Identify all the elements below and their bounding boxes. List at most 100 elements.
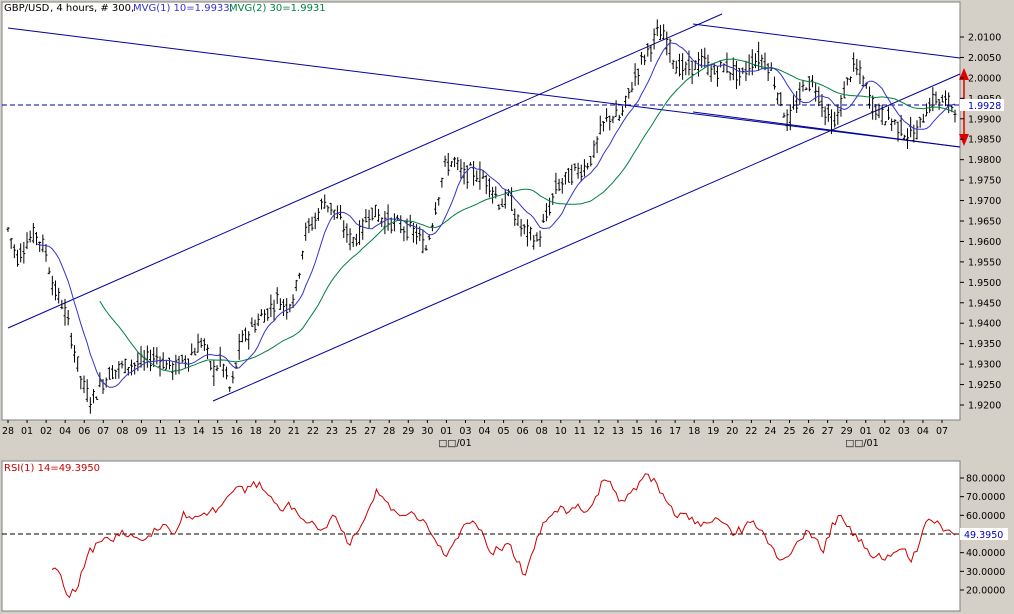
- price-axis: 2.01002.00502.00001.99501.99001.98501.98…: [960, 33, 1001, 412]
- ohlc-bar: [928, 97, 932, 113]
- x-tick-label: 30: [421, 426, 433, 437]
- ohlc-bar: [35, 232, 39, 246]
- x-tick-label: 01: [860, 426, 872, 437]
- ohlc-bar: [541, 213, 545, 223]
- ohlc-bar: [326, 205, 330, 213]
- ohlc-bar: [370, 207, 374, 221]
- ohlc-bar: [196, 333, 200, 353]
- x-tick-label: 15: [631, 426, 643, 437]
- ohlc-bar: [291, 294, 295, 309]
- ohlc-bar: [902, 134, 906, 141]
- x-tick-label: 18: [688, 426, 700, 437]
- ohlc-bar: [377, 208, 381, 222]
- ohlc-bar: [795, 91, 799, 113]
- ohlc-bar: [472, 161, 476, 186]
- ohlc-bar: [630, 82, 634, 93]
- ohlc-bar: [592, 140, 596, 158]
- ohlc-bar: [434, 202, 438, 215]
- ohlc-bar: [437, 197, 441, 206]
- ohlc-bar: [364, 209, 368, 223]
- price-tick-label: 2.0100: [968, 33, 1001, 44]
- ohlc-bar: [164, 360, 168, 370]
- ohlc-bar: [215, 365, 219, 372]
- ohlc-bar: [595, 136, 599, 154]
- price-tick-label: 2.0050: [968, 53, 1001, 64]
- x-tick-label: 28: [2, 426, 14, 437]
- ohlc-bar: [516, 214, 520, 226]
- price-tick-label: 1.9300: [968, 360, 1001, 371]
- ohlc-bar: [576, 162, 580, 179]
- ohlc-bar: [620, 105, 624, 116]
- legend-symbol: GBP/USD: [4, 3, 50, 14]
- ohlc-bar: [313, 212, 317, 230]
- ohlc-bar: [586, 162, 590, 170]
- ohlc-bar: [491, 186, 495, 204]
- ohlc-bar: [12, 244, 16, 259]
- ohlc-bar: [41, 234, 45, 253]
- ohlc-bar: [611, 115, 615, 124]
- ohlc-bar: [88, 397, 92, 414]
- ohlc-bar: [798, 82, 802, 106]
- ohlc-bar: [193, 347, 197, 356]
- x-tick-label: 08: [116, 426, 128, 437]
- price-tick-label: 1.9500: [968, 278, 1001, 289]
- price-tick-label: 1.9850: [968, 135, 1001, 146]
- ohlc-bar: [820, 94, 824, 118]
- ohlc-bar: [560, 177, 564, 194]
- ohlc-bar: [462, 161, 466, 185]
- x-tick-label: 13: [174, 426, 186, 437]
- ohlc-bar: [801, 80, 805, 92]
- x-tick-label: 06: [517, 426, 529, 437]
- ohlc-bar: [551, 193, 555, 205]
- ohlc-bar: [225, 366, 229, 380]
- ohlc-bar: [259, 309, 263, 317]
- x-tick-label: 27: [364, 426, 376, 437]
- x-tick-label: 07: [936, 426, 948, 437]
- ohlc-bar: [639, 51, 643, 65]
- ohlc-bar: [937, 99, 941, 110]
- ohlc-bar: [57, 287, 61, 304]
- ohlc-bar: [728, 71, 732, 81]
- x-tick-label: 04: [478, 426, 490, 437]
- ohlc-bar: [399, 215, 403, 234]
- ohlc-bar: [943, 90, 947, 107]
- ohlc-bar: [652, 28, 656, 50]
- ohlc-bar: [424, 245, 428, 251]
- ohlc-bar: [940, 94, 944, 103]
- ohlc-bar: [456, 157, 460, 171]
- ohlc-bar: [601, 121, 605, 132]
- price-tick-label: 1.9900: [968, 114, 1001, 125]
- ohlc-bar: [487, 178, 491, 198]
- ohlc-bar: [231, 371, 235, 384]
- ohlc-bar: [617, 114, 621, 122]
- current-price-label: 1.9928: [960, 99, 1004, 112]
- ohlc-bar: [459, 159, 463, 179]
- ohlc-bar: [877, 103, 881, 119]
- x-tick-label: 05: [498, 426, 510, 437]
- ohlc-bar: [573, 163, 577, 171]
- ohlc-bar: [788, 104, 792, 131]
- ohlc-bar: [725, 52, 729, 74]
- channel-lines: [7, 13, 961, 402]
- ohlc-bar: [684, 61, 688, 76]
- x-tick-label: 20: [726, 426, 738, 437]
- legend-interval: , 4 hours, # 300,: [50, 3, 134, 14]
- ohlc-bar: [662, 24, 666, 40]
- rsi-legend: RSI(1) 14=49.3950: [4, 463, 100, 474]
- ohlc-bar: [690, 60, 694, 85]
- price-tick-label: 1.9350: [968, 339, 1001, 350]
- x-tick-label: 29: [841, 426, 853, 437]
- ohlc-bar: [263, 309, 267, 323]
- x-tick-label: 07: [97, 426, 109, 437]
- ohlc-bar: [421, 229, 425, 254]
- ohlc-bar: [833, 111, 837, 128]
- ohlc-bar: [22, 241, 26, 264]
- ohlc-bar: [605, 108, 609, 122]
- ohlc-bar: [886, 106, 890, 120]
- ohlc-bar: [709, 63, 713, 82]
- ohlc-bar: [646, 43, 650, 57]
- ohlc-bar: [120, 360, 124, 369]
- ohlc-bar: [158, 356, 162, 377]
- ohlc-bar: [9, 238, 13, 249]
